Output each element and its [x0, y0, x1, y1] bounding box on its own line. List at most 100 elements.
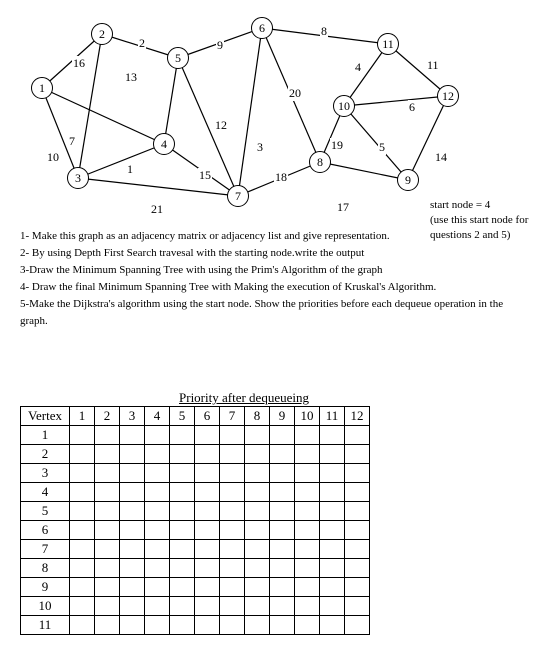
table-cell [270, 578, 295, 597]
edge-weight-3-7: 21 [150, 202, 164, 217]
edge-weight-7-8: 18 [274, 170, 288, 185]
table-cell [270, 616, 295, 635]
table-cell [320, 502, 345, 521]
table-cell [295, 616, 320, 635]
table-cell [70, 426, 95, 445]
table-cell [195, 426, 220, 445]
edge-weight-11-12: 11 [426, 58, 440, 73]
table-cell [270, 597, 295, 616]
table-cell [295, 559, 320, 578]
table-cell [195, 540, 220, 559]
table-cell [270, 445, 295, 464]
node-2: 2 [91, 23, 113, 45]
table-cell [70, 502, 95, 521]
table-cell [220, 426, 245, 445]
table-cell [320, 559, 345, 578]
table-cell [95, 616, 120, 635]
table-cell [245, 426, 270, 445]
table-cell [295, 521, 320, 540]
table-cell [220, 540, 245, 559]
table-cell [120, 464, 145, 483]
table-cell [145, 502, 170, 521]
row-header: 3 [21, 464, 70, 483]
table-cell [320, 445, 345, 464]
table-cell [145, 426, 170, 445]
table-cell [170, 521, 195, 540]
edge-weight-9-10: 5 [378, 140, 386, 155]
table-cell [245, 540, 270, 559]
col-header: 9 [270, 407, 295, 426]
question-4: 4- Draw the final Minimum Spanning Tree … [20, 279, 519, 296]
node-12: 12 [437, 85, 459, 107]
table-cell [220, 597, 245, 616]
col-header: 6 [195, 407, 220, 426]
table-cell [95, 597, 120, 616]
edge-weight-5-6: 9 [216, 38, 224, 53]
question-list: 1- Make this graph as an adjacency matri… [20, 228, 519, 330]
table-cell [195, 445, 220, 464]
node-3: 3 [67, 167, 89, 189]
table-cell [245, 445, 270, 464]
table-cell [70, 445, 95, 464]
table-cell [295, 426, 320, 445]
col-header: 3 [120, 407, 145, 426]
table-cell [220, 616, 245, 635]
table-cell [195, 578, 220, 597]
question-5: 5-Make the Dijkstra's algorithm using th… [20, 296, 519, 330]
table-cell [220, 578, 245, 597]
table-cell [245, 597, 270, 616]
table-cell [120, 426, 145, 445]
question-3: 3-Draw the Minimum Spanning Tree with us… [20, 262, 519, 279]
node-11: 11 [377, 33, 399, 55]
table-cell [295, 445, 320, 464]
edge-weight-1-2: 16 [72, 56, 86, 71]
table-cell [220, 464, 245, 483]
table-cell [345, 521, 370, 540]
table-caption: Priority after dequeueing [74, 390, 414, 406]
table-cell [245, 502, 270, 521]
table-cell [195, 483, 220, 502]
node-9: 9 [397, 169, 419, 191]
table-cell [295, 464, 320, 483]
edge-weight-8-10: 19 [330, 138, 344, 153]
edge-weight-1-3: 7 [68, 134, 76, 149]
row-header: 1 [21, 426, 70, 445]
table-cell [70, 540, 95, 559]
table-cell [245, 559, 270, 578]
table-cell [95, 483, 120, 502]
table-cell [170, 616, 195, 635]
table-cell [220, 559, 245, 578]
table-cell [170, 502, 195, 521]
node-6: 6 [251, 17, 273, 39]
table-cell [170, 464, 195, 483]
edge-weight-6-7: 3 [256, 140, 264, 155]
table-cell [295, 597, 320, 616]
table-cell [245, 521, 270, 540]
col-header: 4 [145, 407, 170, 426]
edge-weight-10-11: 4 [354, 60, 362, 75]
table-cell [320, 597, 345, 616]
table-cell [320, 464, 345, 483]
col-header: 1 [70, 407, 95, 426]
row-header: 9 [21, 578, 70, 597]
table-cell [345, 578, 370, 597]
table-cell [145, 540, 170, 559]
row-header: 5 [21, 502, 70, 521]
col-header: 12 [345, 407, 370, 426]
table-cell [195, 464, 220, 483]
table-cell [245, 578, 270, 597]
table-cell [70, 521, 95, 540]
table-cell [120, 540, 145, 559]
node-8: 8 [309, 151, 331, 173]
table-cell [170, 426, 195, 445]
table-corner: Vertex [21, 407, 70, 426]
table-cell [345, 426, 370, 445]
table-cell [170, 483, 195, 502]
table-cell [120, 483, 145, 502]
table-cell [195, 521, 220, 540]
table-cell [170, 559, 195, 578]
edge-weight-1-4: 10 [46, 150, 60, 165]
question-2: 2- By using Depth First Search travesal … [20, 245, 519, 262]
table-cell [245, 483, 270, 502]
col-header: 10 [295, 407, 320, 426]
